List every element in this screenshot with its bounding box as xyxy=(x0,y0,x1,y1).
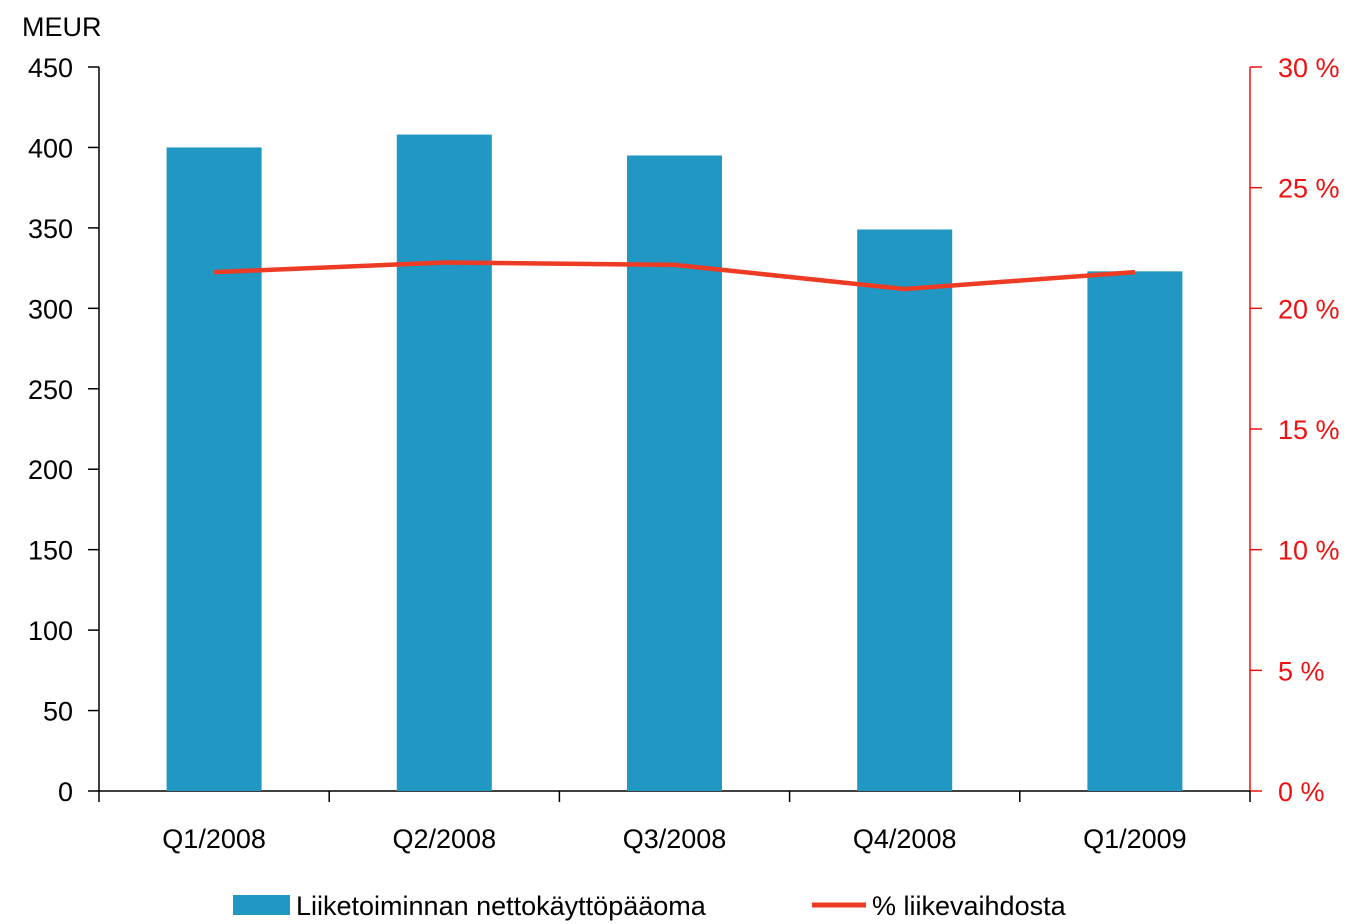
legend-label-line: % liikevaihdosta xyxy=(872,891,1067,921)
left-tick-label: 0 xyxy=(58,777,73,807)
right-tick-label: 10 % xyxy=(1278,536,1340,566)
left-tick-label: 100 xyxy=(28,616,73,646)
legend-swatch-bar xyxy=(233,895,290,915)
legend: Liiketoiminnan nettokäyttöpääoma % liike… xyxy=(233,891,1067,921)
left-tick-label: 50 xyxy=(43,697,73,727)
right-tick-label: 15 % xyxy=(1278,415,1340,445)
left-tick-label: 400 xyxy=(28,133,73,163)
right-tick-label: 20 % xyxy=(1278,294,1340,324)
right-tick-label: 30 % xyxy=(1278,53,1340,83)
line-series xyxy=(214,260,1136,292)
left-tick-label: 200 xyxy=(28,455,73,485)
right-tick-label: 5 % xyxy=(1278,656,1325,686)
x-tick-label: Q3/2008 xyxy=(623,824,727,854)
bar-series xyxy=(166,134,1183,792)
legend-label-bar: Liiketoiminnan nettokäyttöpääoma xyxy=(296,891,707,921)
right-axis: 0 % 5 % 10 % 15 % 20 % 25 % 30 % xyxy=(1249,53,1340,807)
left-tick-label: 250 xyxy=(28,375,73,405)
bar xyxy=(166,147,262,791)
x-axis: Q1/2008 Q2/2008 Q3/2008 Q4/2008 Q1/2009 xyxy=(98,790,1251,854)
left-tick-label: 350 xyxy=(28,214,73,244)
bar xyxy=(627,155,722,791)
bar xyxy=(1087,271,1183,792)
x-tick-label: Q1/2008 xyxy=(162,824,266,854)
x-tick-label: Q2/2008 xyxy=(393,824,497,854)
left-axis: 0 50 100 150 200 250 300 350 400 450 xyxy=(28,53,100,807)
bar xyxy=(857,229,953,791)
left-tick-label: 150 xyxy=(28,536,73,566)
y-axis-label: MEUR xyxy=(22,12,102,42)
left-tick-label: 300 xyxy=(28,294,73,324)
bar xyxy=(396,134,492,791)
right-tick-label: 0 % xyxy=(1278,777,1325,807)
left-tick-label: 450 xyxy=(28,53,73,83)
right-tick-label: 25 % xyxy=(1278,174,1340,204)
x-tick-label: Q4/2008 xyxy=(853,824,957,854)
x-tick-label: Q1/2009 xyxy=(1083,824,1187,854)
